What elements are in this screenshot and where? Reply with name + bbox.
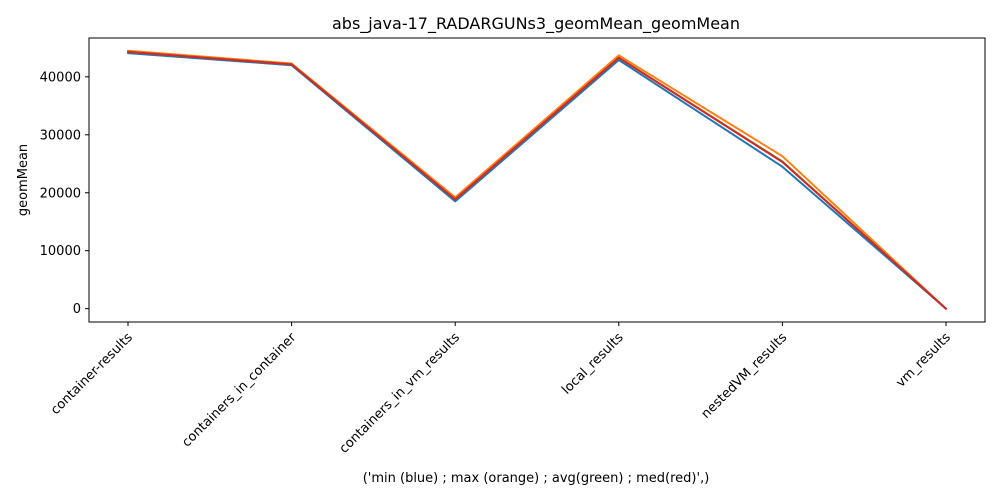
series-line-1 (127, 49, 947, 310)
plot-lines (127, 49, 947, 310)
series-line-2 (127, 50, 947, 310)
y-tick-label: 30000 (40, 128, 81, 143)
x-tick-label: container-results (48, 330, 136, 418)
y-axis: 0 10000 20000 30000 40000 (40, 70, 89, 317)
x-axis: container-results containers_in_container… (48, 322, 954, 457)
x-tick-label: nestedVM_results (699, 330, 791, 422)
x-tick-label: containers_in_container (179, 330, 300, 451)
x-tick-label: vm_results (893, 330, 954, 391)
y-tick-label: 0 (73, 302, 81, 317)
y-axis-title: geomMean (16, 144, 31, 216)
x-axis-title: ('min (blue) ; max (orange) ; avg(green)… (363, 471, 710, 486)
y-tick-label: 40000 (40, 70, 81, 85)
series-line-3 (127, 50, 947, 310)
plot-frame (88, 37, 986, 323)
y-tick-label: 10000 (40, 244, 81, 259)
chart-title: abs_java-17_RADARGUNs3_geomMean_geomMean (332, 14, 740, 34)
x-tick-label: local_results (559, 330, 627, 398)
y-tick-label: 20000 (40, 186, 81, 201)
x-tick-label: containers_in_vm_results (337, 330, 463, 456)
series-line-0 (127, 52, 947, 310)
